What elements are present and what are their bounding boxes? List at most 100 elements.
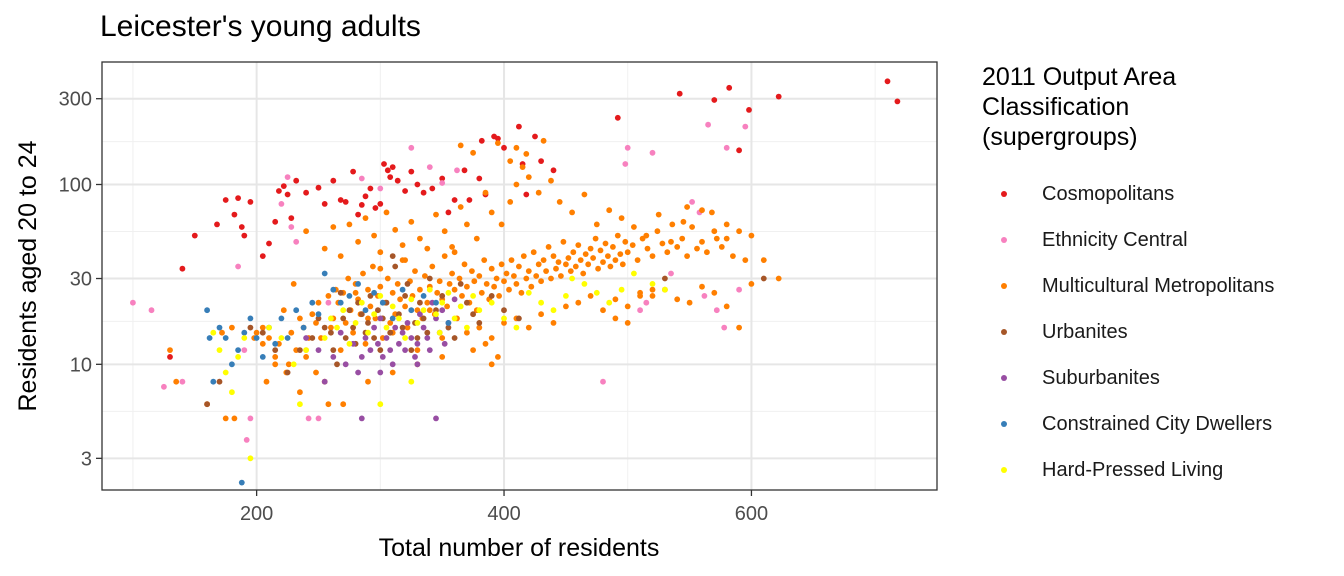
data-point <box>297 401 303 408</box>
plot-panel <box>102 62 937 490</box>
data-point <box>313 320 319 326</box>
data-point <box>614 232 621 239</box>
data-point <box>210 329 217 336</box>
legend-label: Hard-Pressed Living <box>1042 458 1224 481</box>
data-point <box>358 415 365 422</box>
data-point <box>408 335 415 341</box>
data-point <box>713 235 720 242</box>
data-point <box>328 329 334 336</box>
data-point <box>345 275 352 282</box>
data-point <box>259 324 266 331</box>
data-point <box>389 369 396 376</box>
data-point <box>441 340 448 347</box>
legend-title-line: (supergroups) <box>982 123 1138 151</box>
major-gridlines <box>102 62 937 490</box>
data-point <box>280 307 287 314</box>
data-point <box>649 293 656 299</box>
data-point <box>649 253 656 259</box>
data-point <box>272 218 279 225</box>
data-point <box>253 329 260 336</box>
data-point <box>293 307 300 314</box>
data-point <box>680 218 687 225</box>
data-point <box>370 263 376 270</box>
data-point <box>488 335 495 341</box>
data-point <box>470 293 476 299</box>
data-point <box>694 245 700 252</box>
data-point <box>377 401 384 408</box>
data-point <box>894 98 901 105</box>
data-point <box>600 259 606 265</box>
data-point <box>278 335 285 341</box>
data-point <box>550 167 557 174</box>
data-point <box>476 320 483 326</box>
data-point <box>612 315 619 322</box>
data-point <box>408 307 415 314</box>
data-point <box>525 174 532 181</box>
data-point <box>284 369 291 376</box>
data-point <box>610 244 616 250</box>
data-point <box>684 253 690 259</box>
data-point <box>612 296 619 303</box>
data-point <box>216 324 223 331</box>
data-point <box>399 242 406 249</box>
legend-title: 2011 Output Area Classification (supergr… <box>982 62 1274 152</box>
legend-item: Ethnicity Central <box>982 217 1274 263</box>
data-point <box>259 354 266 360</box>
data-point <box>266 324 272 331</box>
data-point <box>402 335 408 341</box>
data-point <box>429 263 436 270</box>
legend-key <box>982 171 1028 217</box>
data-point <box>501 320 507 326</box>
data-point <box>775 93 782 100</box>
data-point <box>540 137 547 144</box>
data-point <box>365 378 371 385</box>
legend-dot-icon <box>1001 467 1007 473</box>
legend-key <box>982 309 1028 355</box>
data-point <box>278 201 285 207</box>
data-point <box>434 289 441 296</box>
x-tick-label: 600 <box>735 503 768 525</box>
data-point <box>222 415 229 422</box>
data-point <box>513 144 520 151</box>
data-point <box>204 307 211 314</box>
data-point <box>624 320 631 326</box>
data-point <box>429 185 436 192</box>
data-point <box>330 177 337 184</box>
data-point <box>459 293 465 299</box>
data-point <box>535 189 542 196</box>
data-point <box>387 347 394 353</box>
data-point <box>394 281 401 287</box>
data-point <box>528 283 535 290</box>
data-point <box>358 299 365 306</box>
data-point <box>377 265 384 272</box>
data-point <box>330 354 337 360</box>
data-point <box>736 286 742 293</box>
data-point <box>377 201 384 207</box>
data-point <box>402 347 408 353</box>
data-point <box>545 244 552 250</box>
data-point <box>313 369 319 376</box>
data-point <box>330 347 337 353</box>
data-point <box>659 240 666 247</box>
data-point <box>679 235 686 242</box>
data-point <box>674 244 681 250</box>
data-point <box>315 347 322 353</box>
data-point <box>451 296 458 303</box>
legend-key <box>982 263 1028 309</box>
data-point <box>618 286 625 293</box>
data-point <box>247 415 254 422</box>
data-point <box>276 188 282 194</box>
data-point <box>451 335 458 341</box>
data-point <box>402 293 408 299</box>
data-point <box>543 268 549 274</box>
data-point <box>337 253 344 259</box>
data-point <box>412 268 418 274</box>
data-point <box>553 265 559 272</box>
data-point <box>457 204 464 210</box>
data-point <box>730 253 736 259</box>
data-point <box>362 193 369 200</box>
data-point <box>389 303 396 310</box>
data-point <box>581 281 588 287</box>
data-point <box>530 249 537 256</box>
data-point <box>383 209 390 216</box>
